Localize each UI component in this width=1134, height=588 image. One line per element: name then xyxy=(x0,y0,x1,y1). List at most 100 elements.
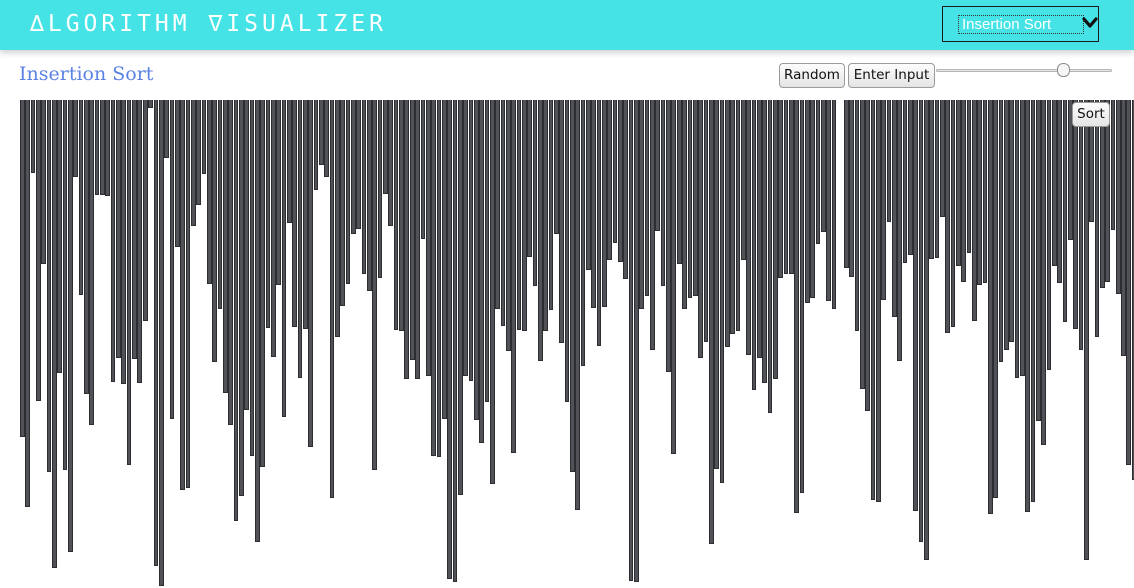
array-bar xyxy=(20,100,25,437)
array-bar xyxy=(934,100,940,258)
array-bar xyxy=(190,100,196,226)
array-bar xyxy=(1025,100,1030,512)
enter-input-button[interactable]: Enter Input xyxy=(848,63,935,88)
array-bar xyxy=(222,100,228,393)
array-bar xyxy=(372,100,378,470)
array-bar xyxy=(548,100,554,310)
array-bar xyxy=(913,100,918,511)
array-bar xyxy=(238,100,244,496)
array-bar xyxy=(409,100,415,360)
array-bar xyxy=(68,100,73,552)
array-bar xyxy=(767,100,773,413)
array-bar xyxy=(201,100,207,174)
array-bar xyxy=(228,100,233,425)
array-bar xyxy=(153,100,159,566)
array-bar xyxy=(602,100,607,307)
array-bar xyxy=(1014,100,1020,378)
array-bar xyxy=(356,100,362,229)
array-bar xyxy=(772,100,778,379)
array-bar xyxy=(212,100,217,362)
header-bar: ∆LGORITHM ∇ISUALIZER Insertion Sort xyxy=(0,0,1134,50)
array-bar xyxy=(62,100,68,470)
random-button[interactable]: Random xyxy=(779,63,845,88)
array-bar xyxy=(276,100,281,285)
array-bar xyxy=(41,100,47,264)
array-bar xyxy=(158,100,164,586)
array-bar xyxy=(73,100,79,177)
array-bar xyxy=(1115,100,1121,294)
array-bar xyxy=(1067,100,1073,240)
array-bar xyxy=(756,100,762,358)
array-bar xyxy=(859,100,865,389)
array-bar xyxy=(270,100,276,357)
array-bar xyxy=(961,100,966,282)
array-bar xyxy=(671,100,677,454)
array-bar xyxy=(751,100,757,390)
array-bar xyxy=(468,100,474,381)
array-bar xyxy=(628,100,634,581)
array-bar xyxy=(596,100,602,346)
array-bar xyxy=(1131,100,1134,480)
array-bar xyxy=(804,100,810,303)
array-bar xyxy=(335,100,340,337)
array-bar xyxy=(966,100,972,253)
array-bar xyxy=(762,100,767,383)
array-bar xyxy=(484,100,490,402)
array-bar xyxy=(1046,100,1052,370)
array-bar xyxy=(655,100,661,231)
algorithm-select[interactable]: Insertion Sort xyxy=(942,6,1099,42)
array-bar xyxy=(623,100,629,279)
array-bar xyxy=(452,100,458,582)
array-bar xyxy=(537,100,543,361)
array-bar xyxy=(495,100,500,309)
array-bar xyxy=(849,100,855,277)
array-bar xyxy=(639,100,645,309)
array-bar xyxy=(703,100,709,342)
array-bar xyxy=(1105,100,1110,282)
slider-thumb[interactable] xyxy=(1057,63,1071,77)
sort-button[interactable]: Sort xyxy=(1072,102,1110,127)
array-bar xyxy=(479,100,484,443)
array-bar xyxy=(945,100,950,333)
array-bar xyxy=(297,100,303,378)
app-title: ∆LGORITHM ∇ISUALIZER xyxy=(30,11,387,37)
array-bar xyxy=(570,100,575,472)
array-bar xyxy=(543,100,548,331)
slider-track[interactable] xyxy=(936,69,1112,72)
array-bar xyxy=(1089,100,1094,222)
chevron-down-icon[interactable] xyxy=(1081,13,1099,33)
array-bar xyxy=(902,100,908,263)
array-bar xyxy=(1083,100,1089,560)
array-visualization xyxy=(19,100,1134,588)
array-bar xyxy=(950,100,956,327)
array-bar xyxy=(1051,100,1057,266)
speed-slider[interactable] xyxy=(936,63,1112,79)
array-bar xyxy=(313,100,319,190)
array-bar xyxy=(399,100,404,331)
array-bar xyxy=(1099,100,1105,288)
array-bar xyxy=(308,100,314,447)
array-bar xyxy=(612,100,618,243)
array-bar xyxy=(778,100,783,278)
array-bar xyxy=(393,100,399,330)
array-bar xyxy=(939,100,945,217)
array-bar xyxy=(388,100,394,226)
array-bar xyxy=(730,100,735,334)
array-bar xyxy=(94,100,100,195)
array-bar xyxy=(815,100,821,244)
array-bar xyxy=(351,100,356,234)
array-bar xyxy=(875,100,881,502)
array-bar xyxy=(1019,100,1025,376)
array-bar xyxy=(361,100,367,274)
algorithm-select-value[interactable]: Insertion Sort xyxy=(958,15,1084,34)
array-bar xyxy=(644,100,650,296)
array-bar xyxy=(1030,100,1036,502)
array-bar xyxy=(404,100,410,379)
array-bar xyxy=(52,100,57,568)
array-bar xyxy=(254,100,260,542)
array-bar xyxy=(666,100,671,372)
array-bar xyxy=(1062,100,1068,322)
array-bar xyxy=(907,100,913,255)
array-bar xyxy=(810,100,815,298)
array-bar xyxy=(682,100,687,309)
